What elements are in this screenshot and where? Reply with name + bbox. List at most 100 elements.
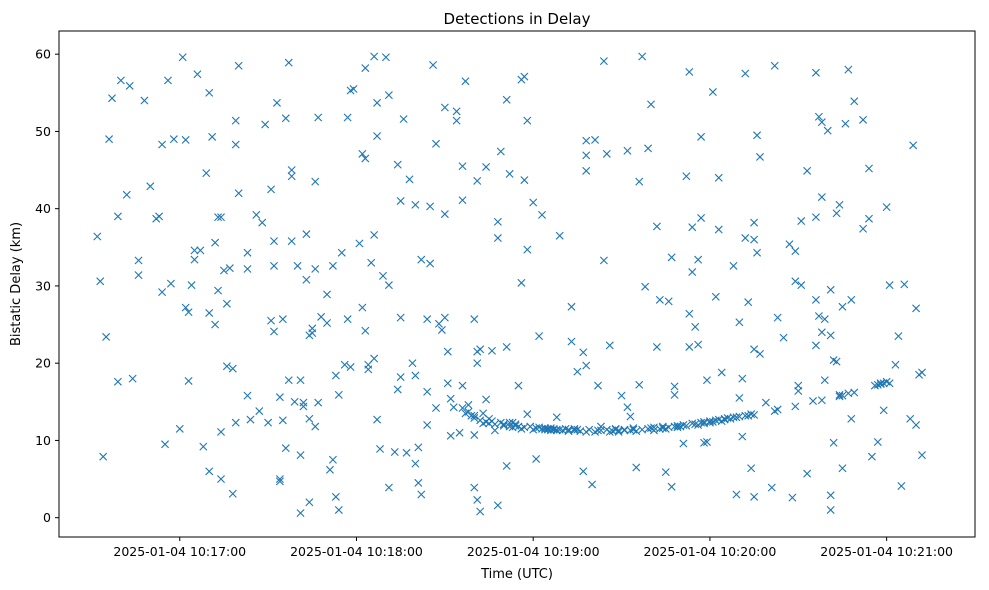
data-point — [599, 256, 608, 265]
data-point — [850, 97, 859, 106]
data-point — [163, 76, 172, 85]
data-point — [750, 235, 759, 244]
data-point — [664, 297, 673, 306]
data-point — [817, 193, 826, 202]
data-point — [464, 400, 473, 409]
data-point — [814, 112, 823, 121]
data-point — [791, 402, 800, 411]
data-point — [741, 69, 750, 78]
data-point — [199, 442, 208, 451]
data-point — [155, 212, 164, 221]
data-point — [343, 315, 352, 324]
data-point — [222, 362, 231, 371]
data-point — [817, 396, 826, 405]
data-point — [284, 376, 293, 385]
data-point — [134, 256, 143, 265]
data-point — [272, 98, 281, 107]
data-point — [673, 423, 682, 432]
data-point — [906, 414, 915, 423]
data-point — [214, 286, 223, 295]
data-point — [567, 337, 576, 346]
data-point — [181, 135, 190, 144]
data-point — [823, 126, 832, 135]
data-point — [697, 213, 706, 222]
data-point — [705, 418, 714, 427]
data-point — [702, 376, 711, 385]
data-point — [393, 160, 402, 169]
data-point — [817, 328, 826, 337]
data-point — [455, 428, 464, 437]
data-point — [473, 495, 482, 504]
data-point — [373, 132, 382, 141]
data-point — [685, 342, 694, 351]
data-point — [196, 246, 205, 255]
data-point — [820, 376, 829, 385]
data-point — [281, 114, 290, 123]
data-point — [205, 88, 214, 97]
data-point — [287, 172, 296, 181]
data-point — [108, 94, 117, 103]
data-point — [343, 113, 352, 122]
data-point — [411, 200, 420, 209]
data-point — [246, 415, 255, 424]
data-point — [697, 132, 706, 141]
data-point — [461, 77, 470, 86]
data-point — [405, 175, 414, 184]
data-point — [505, 418, 514, 427]
data-point — [791, 277, 800, 286]
data-point — [864, 164, 873, 173]
data-point — [502, 95, 511, 104]
data-point — [346, 363, 355, 372]
data-point — [832, 209, 841, 218]
data-point — [314, 113, 323, 122]
data-point — [252, 210, 261, 219]
data-point — [753, 248, 762, 257]
data-point — [440, 210, 449, 219]
data-point — [773, 405, 782, 414]
data-point — [691, 420, 700, 429]
data-points — [93, 52, 926, 518]
data-point — [891, 360, 900, 369]
data-point — [432, 139, 440, 148]
x-tick-label: 2025-01-04 10:17:00 — [113, 544, 246, 559]
data-point — [917, 368, 926, 377]
data-point — [296, 376, 305, 385]
data-point — [296, 451, 305, 460]
data-point — [912, 304, 921, 313]
data-point — [243, 264, 252, 273]
data-point — [667, 482, 676, 491]
data-point — [729, 261, 738, 270]
data-point — [234, 189, 243, 198]
data-point — [502, 461, 511, 470]
data-point — [473, 359, 482, 368]
data-point — [458, 404, 467, 412]
data-point — [644, 144, 653, 153]
y-axis-title: Bistatic Delay (km) — [9, 222, 24, 346]
data-point — [470, 483, 479, 492]
data-point — [328, 455, 337, 464]
data-point — [647, 100, 656, 109]
data-point — [490, 420, 499, 429]
data-point — [458, 162, 467, 171]
data-point — [735, 393, 744, 402]
data-point — [190, 255, 199, 264]
data-point — [714, 173, 723, 182]
data-point — [482, 162, 491, 171]
data-point — [649, 423, 658, 432]
data-point — [809, 397, 817, 406]
data-point — [585, 425, 594, 434]
data-point — [452, 107, 461, 116]
data-point — [396, 196, 405, 205]
data-point — [897, 482, 906, 491]
data-point — [423, 420, 432, 429]
data-point — [582, 151, 591, 160]
data-point — [685, 309, 694, 318]
x-tick-label: 2025-01-04 10:21:00 — [820, 544, 953, 559]
data-point — [440, 103, 449, 112]
data-point — [750, 218, 759, 227]
data-point — [697, 418, 706, 427]
data-point — [644, 424, 653, 433]
data-point — [361, 64, 370, 73]
data-point — [811, 213, 820, 222]
data-point — [605, 427, 614, 436]
